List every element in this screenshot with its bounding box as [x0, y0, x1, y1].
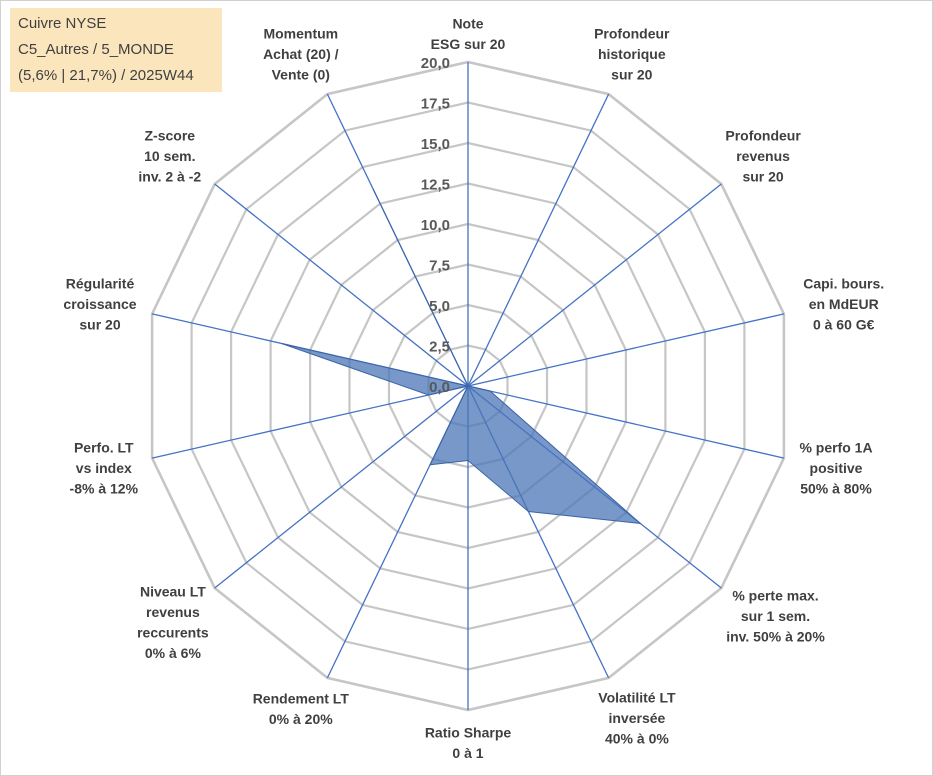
axis-label: Z-score 10 sem. inv. 2 à -2: [138, 128, 201, 185]
axis-label-line: Perfo. LT: [74, 440, 134, 456]
info-box: Cuivre NYSE C5_Autres / 5_MONDE (5,6% | …: [10, 8, 222, 92]
tick-label: 12,5: [421, 177, 450, 194]
tick-label: 17,5: [421, 96, 450, 113]
axis-label: % perte max. sur 1 sem. inv. 50% à 20%: [726, 587, 825, 644]
tick-label: 20,0: [421, 55, 450, 72]
axis-label-line: -8% à 12%: [70, 481, 139, 497]
radar-tick-labels: 0,0 2,5 5,0 7,5 10,0 12,5 15,0 17,5 20,0: [421, 55, 450, 396]
axis-label-line: sur 20: [742, 169, 783, 185]
axis-label-line: Vente (0): [272, 66, 330, 82]
axis-spoke: [214, 183, 469, 387]
axis-label-line: Capi. bours.: [803, 275, 884, 291]
axis-label-line: vs index: [76, 460, 132, 476]
axis-label-line: 0 à 60 G€: [813, 316, 875, 332]
axis-spoke: [467, 385, 785, 459]
axis-label-line: Rendement LT: [253, 691, 350, 707]
radar-axis-labels: Note ESG sur 20 Profondeur historique sur 20…: [63, 15, 884, 761]
axis-label-line: reccurents: [137, 625, 209, 641]
axis-label-line: en MdEUR: [809, 296, 879, 312]
axis-label: Régularité croissance sur 20: [63, 275, 136, 332]
axis-label-line: 0 à 1: [452, 745, 483, 761]
tick-label: 10,0: [421, 217, 450, 234]
axis-label-line: Volatilité LT: [598, 690, 676, 706]
axis-spoke: [151, 385, 469, 459]
axis-spoke: [467, 93, 610, 387]
axis-label-line: sur 1 sem.: [741, 608, 810, 624]
tick-label: 15,0: [421, 136, 450, 153]
axis-label-line: revenus: [736, 148, 790, 164]
axis-label-line: % perte max.: [732, 587, 818, 603]
series-area: [281, 188, 642, 525]
axis-spoke: [467, 313, 785, 387]
axis-label-line: 50% à 80%: [800, 481, 872, 497]
axis-label-line: inv. 50% à 20%: [726, 628, 825, 644]
tick-label: 2,5: [429, 339, 450, 356]
axis-label-line: croissance: [63, 296, 136, 312]
axis-label: Niveau LT revenus reccurents 0% à 6%: [137, 584, 209, 662]
axis-label-line: 40% à 0%: [605, 731, 669, 747]
axis-label-line: Z-score: [145, 128, 196, 144]
axis-label: % perfo 1A positive 50% à 80%: [799, 440, 872, 497]
axis-label: Note ESG sur 20: [431, 15, 506, 52]
axis-label-line: Note: [452, 15, 483, 31]
axis-spoke: [467, 183, 722, 387]
axis-label-line: Momentum: [263, 25, 338, 41]
axis-label-line: 0% à 20%: [269, 711, 333, 727]
axis-label: Capi. bours. en MdEUR 0 à 60 G€: [803, 275, 884, 332]
axis-label-line: 0% à 6%: [145, 645, 202, 661]
axis-label-line: % perfo 1A: [799, 440, 872, 456]
tick-label: 0,0: [429, 379, 450, 396]
axis-label-line: Profondeur: [594, 25, 670, 41]
axis-label: Profondeur historique sur 20: [594, 25, 670, 82]
axis-label: Profondeur revenus sur 20: [725, 128, 801, 185]
axis-label-line: Ratio Sharpe: [425, 724, 512, 740]
axis-label: Ratio Sharpe 0 à 1: [425, 724, 512, 761]
info-category: C5_Autres / 5_MONDE: [18, 41, 174, 58]
tick-label: 5,0: [429, 298, 450, 315]
info-period: (5,6% | 21,7%) / 2025W44: [18, 67, 194, 84]
axis-label-line: revenus: [146, 604, 200, 620]
axis-label-line: inversée: [608, 710, 665, 726]
axis-label: Rendement LT 0% à 20%: [253, 691, 350, 728]
axis-label: Perfo. LT vs index -8% à 12%: [70, 440, 139, 497]
tick-label: 7,5: [429, 258, 450, 275]
axis-spoke: [214, 385, 469, 589]
axis-label-line: sur 20: [611, 66, 652, 82]
info-title: Cuivre NYSE: [18, 15, 107, 32]
axis-label: Volatilité LT inversée 40% à 0%: [598, 690, 676, 747]
axis-label-line: positive: [810, 460, 863, 476]
axis-label: Momentum Achat (20) / Vente (0): [263, 25, 339, 82]
axis-label-line: sur 20: [79, 316, 120, 332]
axis-label-line: inv. 2 à -2: [138, 169, 201, 185]
radar-series: [281, 188, 642, 525]
axis-label-line: Niveau LT: [140, 584, 206, 600]
axis-label-line: Profondeur: [725, 128, 801, 144]
axis-label-line: 10 sem.: [144, 148, 195, 164]
axis-label-line: historique: [598, 46, 666, 62]
axis-label-line: Achat (20) /: [263, 46, 339, 62]
axis-label-line: ESG sur 20: [431, 36, 506, 52]
axis-label-line: Régularité: [66, 275, 135, 291]
